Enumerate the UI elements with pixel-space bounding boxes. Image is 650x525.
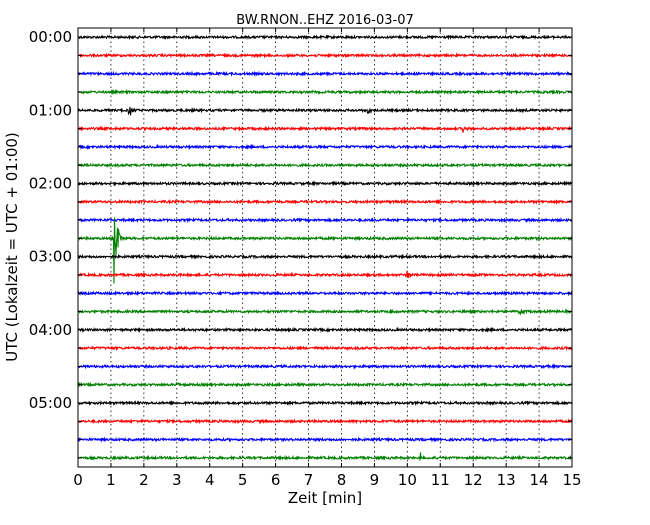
trace-0230 (77, 216, 573, 224)
traces (77, 34, 573, 462)
trace-0315 (77, 270, 573, 279)
x-tick-label: 0 (73, 471, 83, 489)
trace-0445 (77, 381, 573, 388)
trace-0545 (77, 452, 573, 462)
trace-0345 (77, 308, 573, 316)
axes: 0 1 2 3 4 5 6 7 8 9 10 11 12 13 14 1500:0001:0002:0003:… (29, 27, 582, 489)
x-tick-label: 8 (337, 471, 347, 489)
y-tick-label: 04:00 (29, 321, 72, 339)
x-tick-label: 7 (304, 471, 314, 489)
trace-0400 (77, 326, 573, 334)
x-tick-label: 1 (106, 471, 116, 489)
x-tick-label: 2 (139, 471, 149, 489)
trace-0015 (77, 52, 573, 59)
x-tick-label: 13 (497, 471, 516, 489)
y-tick-label: 00:00 (29, 28, 72, 46)
trace-0000 (77, 34, 573, 41)
x-tick-label: 10 (398, 471, 417, 489)
trace-0415 (77, 345, 573, 352)
trace-0200 (77, 180, 573, 187)
trace-0100 (77, 106, 573, 116)
trace-0515 (77, 418, 573, 425)
trace-0530 (77, 436, 573, 443)
y-tick-label: 02:00 (29, 174, 72, 192)
x-tick-label: 15 (562, 471, 581, 489)
grid (110, 28, 540, 467)
trace-0030 (77, 70, 573, 77)
trace-0215 (77, 198, 573, 206)
x-tick-label: 14 (530, 471, 549, 489)
trace-0115 (77, 125, 573, 133)
trace-0245 (77, 217, 573, 284)
x-tick-label: 6 (271, 471, 281, 489)
trace-0300 (77, 253, 573, 260)
y-tick-label: 03:00 (29, 248, 72, 266)
trace-0145 (77, 162, 573, 169)
x-tick-label: 11 (431, 471, 450, 489)
x-tick-label: 3 (172, 471, 182, 489)
trace-0430 (77, 363, 573, 370)
chart-title: BW.RNON..EHZ 2016-03-07 (236, 13, 414, 28)
y-tick-label: 05:00 (29, 394, 72, 412)
x-axis-label: Zeit [min] (288, 489, 362, 507)
y-axis-label: UTC (Lokalzeit = UTC + 01:00) (3, 132, 21, 362)
trace-0045 (77, 88, 573, 96)
plot-frame (77, 27, 573, 468)
trace-0330 (77, 290, 573, 297)
trace-0130 (77, 143, 573, 151)
x-tick-label: 9 (370, 471, 380, 489)
trace-0500 (77, 399, 573, 407)
x-tick-label: 4 (205, 471, 215, 489)
x-tick-label: 5 (238, 471, 248, 489)
x-tick-label: 12 (464, 471, 483, 489)
y-tick-label: 01:00 (29, 101, 72, 119)
